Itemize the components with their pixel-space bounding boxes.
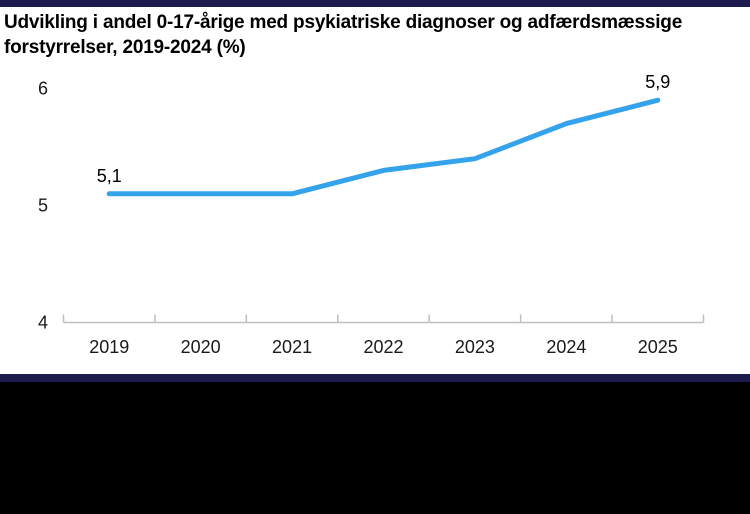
y-tick-label: 4 (38, 313, 48, 333)
x-tick-label: 2020 (181, 337, 221, 357)
x-tick-label: 2025 (638, 337, 678, 357)
y-tick-label: 5 (38, 196, 48, 216)
footer-black-area (0, 382, 750, 514)
chart-title-line-1: Udvikling i andel 0-17-årige med psykiat… (4, 12, 683, 33)
chart-title: Udvikling i andel 0-17-årige med psykiat… (4, 10, 682, 60)
data-label: 5,1 (97, 166, 122, 186)
y-tick-label: 6 (38, 79, 48, 99)
x-tick-label: 2023 (455, 337, 495, 357)
top-accent-bar (0, 0, 750, 7)
x-tick-label: 2021 (272, 337, 312, 357)
x-tick-label: 2022 (363, 337, 403, 357)
bottom-accent-bar (0, 374, 750, 382)
series-line (106, 97, 661, 197)
line-chart: 2019 2020 2021 2022 2023 2024 2025 4 5 6 5,1 5,9 (38, 72, 705, 357)
chart-title-line-2: forstyrrelser, 2019-2024 (%) (4, 37, 246, 58)
data-label: 5,9 (645, 72, 670, 92)
x-tick-label: 2019 (89, 337, 129, 357)
x-tick-label: 2024 (546, 337, 586, 357)
